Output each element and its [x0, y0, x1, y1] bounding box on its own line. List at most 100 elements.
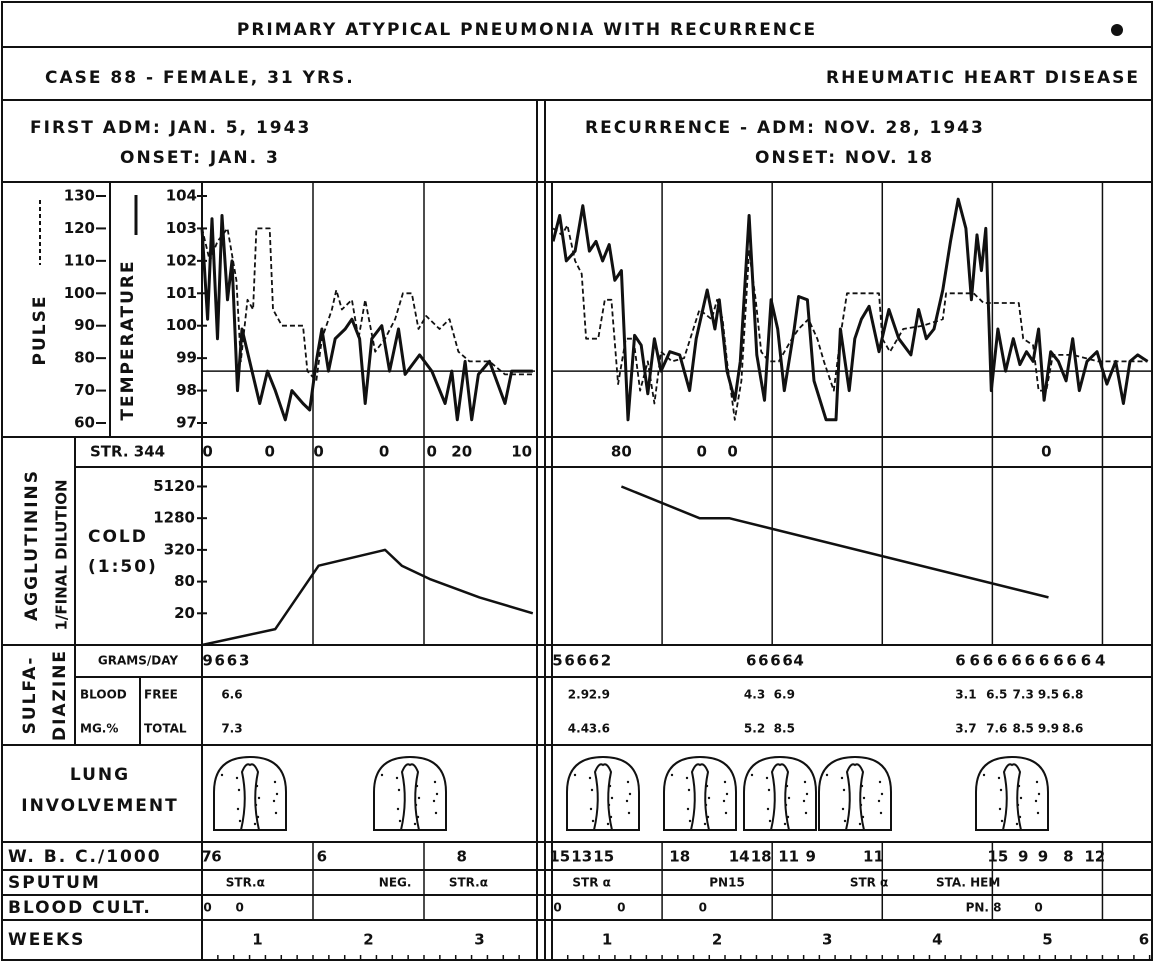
stipple [724, 781, 726, 783]
str-entry: 0 [379, 443, 389, 461]
week-label: 1 [252, 931, 262, 949]
stipple [590, 808, 592, 810]
temperature-line [202, 216, 533, 420]
lung-diagram [567, 757, 639, 830]
chest-outline [664, 757, 736, 830]
lung-diagram [664, 757, 736, 830]
diagnosis: RHEUMATIC HEART DISEASE [826, 68, 1140, 88]
agglutinin-tick-label: 5120 [153, 477, 195, 495]
agglutinin-tick-label: 1280 [153, 509, 195, 527]
stipple [626, 800, 628, 802]
agglutinins-label: AGGLUTININS [22, 469, 42, 621]
week-label: 2 [363, 931, 373, 949]
wbc-entry: 9 [1038, 848, 1048, 866]
temperature-tick-label: 103 [166, 219, 197, 237]
temperature-tick-label: 98 [176, 381, 197, 399]
stipple [397, 808, 399, 810]
week-label: 4 [932, 931, 942, 949]
week-label: 2 [712, 931, 722, 949]
stipple [998, 777, 1000, 779]
str-entry: 20 [451, 443, 472, 461]
stipple [434, 781, 436, 783]
stipple [723, 800, 725, 802]
stipple [1020, 797, 1022, 799]
chest-outline [214, 757, 286, 830]
stipple [999, 808, 1001, 810]
sulfa-grams-entry: 2 [601, 652, 611, 670]
temperature-label: TEMPERATURE [118, 259, 138, 420]
sulfa-grams-entry: 6 [589, 652, 599, 670]
blood-total-entry: 3.6 [589, 722, 610, 736]
stipple [878, 800, 880, 802]
blood-culture-entry: 0 [553, 901, 561, 915]
panel-title: FIRST ADM: JAN. 5, 1943 [30, 118, 311, 138]
blood-total-entry: 5.2 [744, 722, 765, 736]
sputum-entry: STR.α [449, 876, 488, 890]
stipple [628, 812, 630, 814]
stipple [221, 774, 223, 776]
stipple [768, 789, 770, 791]
stipple [841, 777, 843, 779]
pulse-tick-label: 60 [74, 414, 95, 432]
temperature-tick-label: 101 [166, 284, 197, 302]
wbc-entry: 18 [669, 848, 690, 866]
sulfa-grams-entry: 6 [746, 652, 756, 670]
wbc-entry: 13 [571, 848, 592, 866]
stipple [589, 777, 591, 779]
stipple [787, 816, 789, 818]
stipple [414, 823, 416, 825]
stipple [863, 797, 865, 799]
panel-onset: ONSET: NOV. 18 [755, 148, 934, 168]
case: CASE 88 - FEMALE, 31 YRS. [45, 68, 355, 88]
sulfa-grams-entry: 6 [970, 652, 980, 670]
blood-culture-entry: 0 [699, 901, 707, 915]
sulfa-grams-entry: 6 [1039, 652, 1049, 670]
total-label: TOTAL [144, 722, 187, 736]
blood-total-entry: 9.9 [1038, 722, 1059, 736]
stipple [671, 774, 673, 776]
stipple [1019, 816, 1021, 818]
stipple [785, 804, 787, 806]
lung-label: LUNG [70, 765, 130, 785]
stipple [418, 797, 420, 799]
week-label: 3 [822, 931, 832, 949]
stipple [689, 820, 691, 822]
stipple [237, 808, 239, 810]
panel-title: RECURRENCE - ADM: NOV. 28, 1943 [585, 118, 985, 138]
stipple [861, 785, 863, 787]
blood-free-entry: 2.9 [589, 688, 610, 702]
wbc-entry: 15 [987, 848, 1008, 866]
stipple [826, 774, 828, 776]
stipple [784, 823, 786, 825]
sulfa-grams-entry: 5 [552, 652, 562, 670]
str-entry: 0 [264, 443, 274, 461]
str-entry: 0 [202, 443, 212, 461]
blood-culture-entry: 0 [1034, 901, 1042, 915]
cold-label: COLD [88, 527, 148, 547]
stipple [399, 820, 401, 822]
stipple [686, 777, 688, 779]
stipple [1017, 804, 1019, 806]
blood-free-entry: 6.5 [986, 688, 1007, 702]
lung-diagram [374, 757, 446, 830]
stipple [611, 797, 613, 799]
str-entry: 10 [511, 443, 532, 461]
stipple [688, 789, 690, 791]
stipple [704, 823, 706, 825]
blood-culture-entry: PN. 8 [966, 901, 1002, 915]
stipple [687, 808, 689, 810]
sulfa-grams-entry: 6 [983, 652, 993, 670]
stipple [591, 789, 593, 791]
blood-culture-entry: 0 [203, 901, 211, 915]
chest-outline [744, 757, 816, 830]
stipple [705, 804, 707, 806]
stipple [239, 820, 241, 822]
sputum-entry: STA. HEM [936, 876, 1000, 890]
stipple [1001, 820, 1003, 822]
free-label: FREE [144, 688, 178, 702]
temperature-tick-label: 104 [166, 187, 197, 205]
final-dilution-label: 1/FINAL DILUTION [53, 479, 71, 630]
stipple [766, 777, 768, 779]
lung-diagram [976, 757, 1048, 830]
pulse-tick-label: 90 [74, 316, 95, 334]
